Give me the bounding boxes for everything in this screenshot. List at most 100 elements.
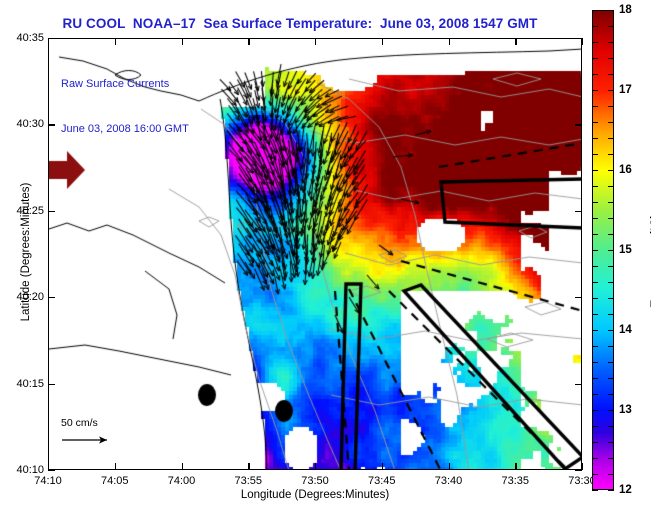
x-axis-tick-top [381,38,384,45]
y-axis-tick [48,210,55,213]
colorbar-tick-label: 16 [619,164,632,176]
colorbar-tick [592,474,598,476]
colorbar-tick [592,90,598,92]
colorbar-tick [608,122,614,124]
x-axis-tick-top [181,38,183,45]
vector-scale-legend: 50 cm/s [61,417,115,451]
colorbar-tick [592,490,598,492]
colorbar-tick [608,410,614,412]
colorbar-tick-label: 12 [619,484,632,496]
colorbar-tick [592,122,598,124]
colorbar-tick [592,154,598,156]
colorbar-tick [608,26,614,28]
colorbar-tick [608,138,614,140]
colorbar-tick [592,26,598,28]
colorbar-tick [608,298,614,300]
colorbar-tick [608,330,614,332]
x-axis-tick-label: 74:10 [34,475,62,487]
colorbar-tick [592,202,598,204]
colorbar-tick [608,186,614,188]
annotation-line-2: June 03, 2008 16:00 GMT [61,123,189,135]
colorbar-tick [608,10,614,12]
x-axis-tick-top [48,38,50,45]
y-axis-tick [48,470,55,472]
colorbar-tick [592,458,598,460]
colorbar-tick [592,362,598,364]
x-axis-tick-top [448,38,450,45]
x-axis-tick-label: 73:50 [301,475,329,487]
colorbar-tick [608,426,614,428]
map-plot-area: Raw Surface Currents June 03, 2008 16:00… [48,38,582,470]
colorbar-tick [608,266,614,268]
x-axis-tick [315,463,317,470]
colorbar-tick [592,106,598,108]
map-overlay-layer [49,39,581,469]
colorbar-tick [592,10,598,12]
y-axis-tick-right [575,210,582,213]
y-axis-tick-right [575,297,582,299]
figure-title: RU COOL NOAA–17 Sea Surface Temperature:… [62,16,538,31]
x-axis-tick-label: 73:45 [367,475,396,487]
x-axis-tick [248,463,250,470]
colorbar-tick [592,138,598,140]
x-axis-title: Longitude (Degrees:Minutes) [240,489,390,501]
colorbar-tick [608,170,614,172]
x-axis-tick-top [114,38,117,45]
colorbar-tick [592,282,598,284]
colorbar-tick [592,170,598,172]
colorbar-tick [608,458,614,460]
colorbar-tick [608,378,614,380]
x-axis-tick-label: 73:40 [434,475,463,487]
colorbar-tick [592,218,598,220]
colorbar-tick [608,394,614,396]
colorbar-tick [608,314,614,316]
x-axis-tick-label: 74:00 [167,475,196,487]
y-axis-title: Latitude (Degrees:Minutes) [20,182,32,322]
vector-scale-label: 50 cm/s [61,417,98,429]
colorbar-tick [592,442,598,444]
y-axis-tick-label: 40:30 [16,118,44,131]
colorbar-tick [592,250,598,252]
x-axis-tick-label: 73:35 [501,475,530,487]
x-axis-tick [582,463,584,470]
y-axis-tick-right [575,383,582,385]
colorbar-tick [608,282,614,284]
colorbar-tick [608,362,614,364]
colorbar-tick [608,202,614,204]
x-axis-tick-label: 73:55 [234,475,263,487]
colorbar-tick [608,250,614,252]
x-axis-tick [448,463,450,470]
colorbar-tick [608,74,614,76]
colorbar-tick [592,42,598,44]
x-axis-tick [515,463,517,470]
colorbar-tick [592,314,598,316]
colorbar-tick [592,74,598,76]
colorbar-tick [608,442,614,444]
colorbar-tick [592,186,598,188]
x-axis-tick [181,463,183,470]
x-axis-tick [114,463,117,470]
y-axis-tick [48,124,55,126]
colorbar-tick [608,346,614,348]
colorbar-tick [592,378,598,380]
colorbar-tick [592,346,598,348]
y-axis-tick-label: 40:15 [16,377,44,390]
colorbar-tick [592,266,598,268]
colorbar-tick [608,234,614,236]
y-axis-tick-right [575,124,582,126]
y-axis-tick-right [575,38,582,40]
y-axis-tick-label: 40:35 [16,32,44,44]
colorbar-tick [592,330,598,332]
y-axis-tick [48,38,55,40]
colorbar-tick [608,154,614,156]
colorbar-tick [592,426,598,428]
annotation-line-1: Raw Surface Currents [61,78,170,90]
colorbar-tick [608,58,614,60]
colorbar-tick [592,58,598,60]
y-axis-tick-label: 40:20 [16,291,44,304]
colorbar-tick [608,42,614,44]
y-axis-tick-label: 40:25 [16,204,44,217]
map-canvas-wrap [49,39,581,469]
vector-scale-arrow-icon [61,433,115,451]
